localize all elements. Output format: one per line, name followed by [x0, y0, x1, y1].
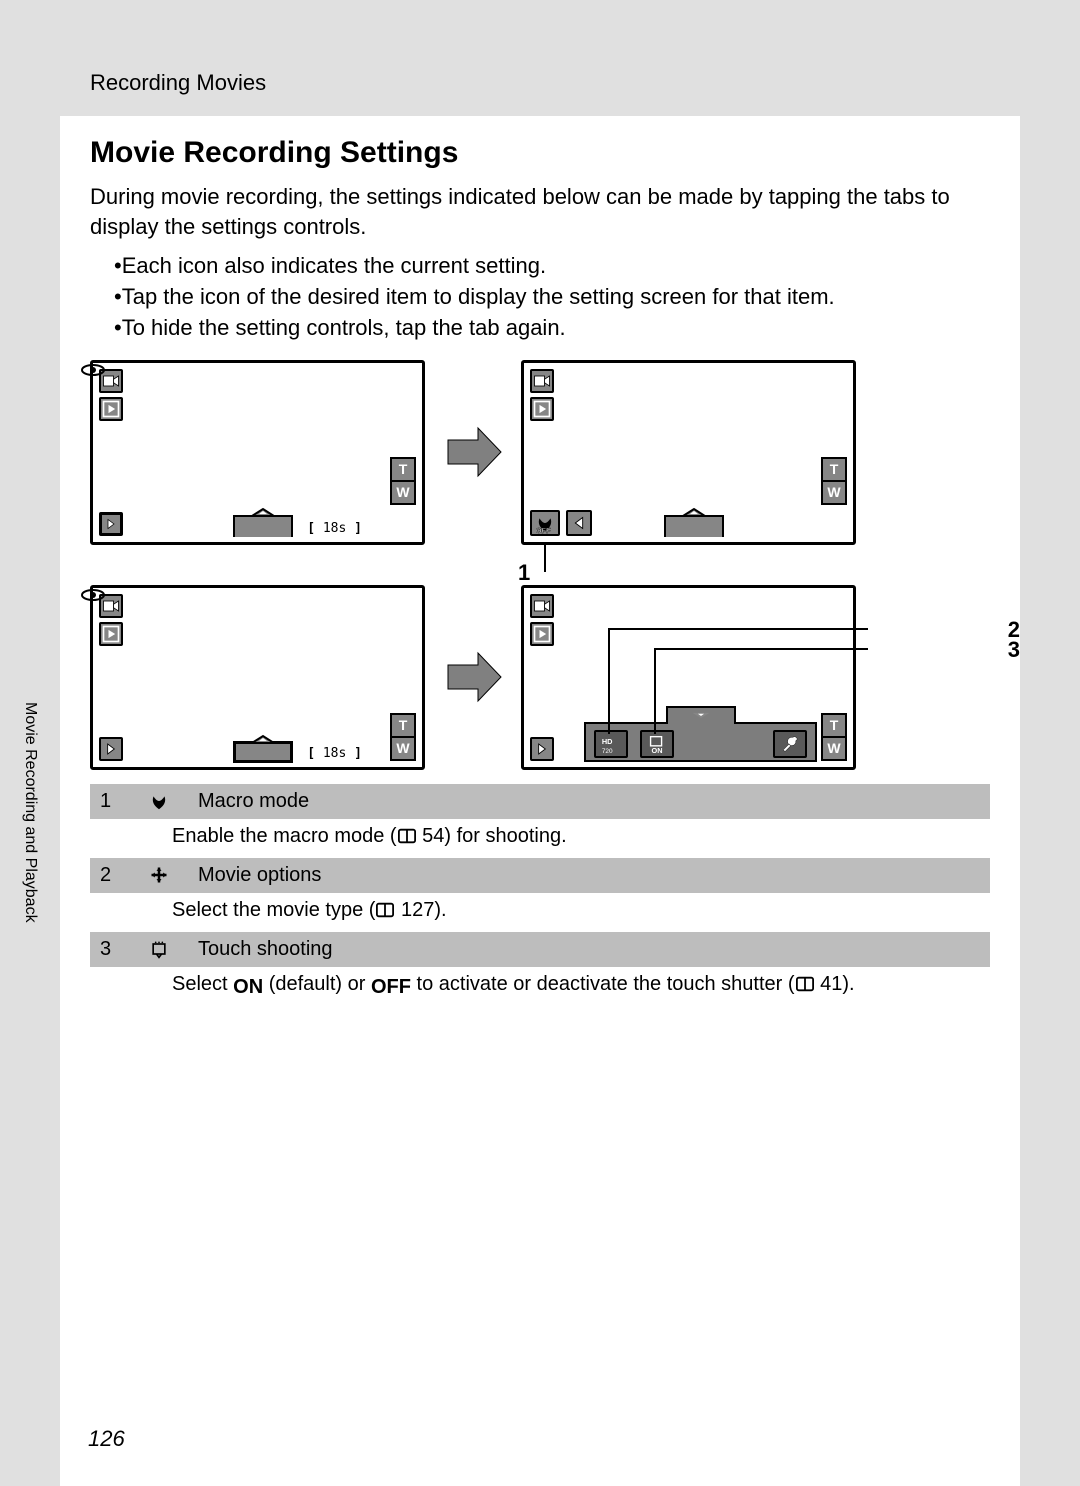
page: Recording Movies Movie Recording Setting…	[60, 0, 1020, 1486]
bottom-popup	[584, 722, 817, 762]
leader-line	[654, 648, 656, 734]
callout-1: 1	[518, 560, 530, 586]
row-desc: Select ON (default) or OFF to activate o…	[90, 967, 990, 1009]
macro-icon	[148, 790, 170, 812]
zoom-in[interactable]: T	[821, 457, 847, 482]
screen-before-1: T W [ 18s ]	[90, 360, 425, 545]
screen-after-1: T W	[521, 360, 856, 545]
settings-table: 1 Macro mode Enable the macro mode ( 54)…	[90, 784, 990, 1009]
row-num: 1	[100, 790, 120, 813]
arrow-icon	[443, 647, 503, 707]
touch-shooting-icon	[148, 938, 170, 960]
page-number: 126	[88, 1426, 125, 1452]
caret-up-icon	[681, 507, 707, 517]
left-tab-button[interactable]	[530, 737, 554, 761]
row-title: Touch shooting	[198, 938, 333, 961]
touch-shooting-button[interactable]	[640, 730, 674, 758]
leader-line	[544, 542, 546, 572]
row-desc: Select the movie type ( 127).	[90, 893, 990, 932]
playback-icon	[530, 622, 554, 646]
intro-text: During movie recording, the settings ind…	[90, 182, 990, 241]
zoom-in[interactable]: T	[390, 457, 416, 482]
playback-icon	[99, 622, 123, 646]
screen-before-2: T W [ 18s ]	[90, 585, 425, 770]
header: Recording Movies	[60, 0, 1020, 116]
leader-line	[608, 628, 868, 630]
zoom-control[interactable]: T W	[821, 457, 847, 505]
leader-line	[608, 628, 610, 734]
left-tab-button[interactable]	[99, 512, 123, 536]
book-icon	[795, 975, 815, 993]
playback-icon	[530, 397, 554, 421]
breadcrumb: Recording Movies	[90, 70, 266, 95]
zoom-control[interactable]: T W	[390, 713, 416, 761]
book-icon	[375, 901, 395, 919]
figure-row-2: T W [ 18s ] T W	[90, 585, 990, 770]
table-row-header: 2 Movie options	[90, 858, 990, 893]
rec-time: [ 18s ]	[307, 521, 362, 536]
movie-options-icon	[148, 864, 170, 886]
zoom-control[interactable]: T W	[390, 457, 416, 505]
zoom-in[interactable]: T	[821, 713, 847, 738]
row-desc: Enable the macro mode ( 54) for shooting…	[90, 819, 990, 858]
macro-mode-button[interactable]	[530, 510, 560, 536]
bullet-item: To hide the setting controls, tap the ta…	[90, 313, 990, 344]
setup-button[interactable]	[773, 730, 807, 758]
zoom-out[interactable]: W	[821, 482, 847, 505]
arrow-icon	[443, 422, 503, 482]
row-num: 3	[100, 938, 120, 961]
zoom-out[interactable]: W	[821, 738, 847, 761]
left-tab-button[interactable]	[99, 737, 123, 761]
playback-icon	[99, 397, 123, 421]
zoom-in[interactable]: T	[390, 713, 416, 738]
bullet-item: Each icon also indicates the current set…	[90, 251, 990, 282]
left-tab-close[interactable]	[566, 510, 592, 536]
row-title: Macro mode	[198, 790, 309, 813]
bottom-tab[interactable]	[233, 515, 293, 537]
bottom-tab[interactable]	[664, 515, 724, 537]
figure-row-1: T W [ 18s ] T W	[90, 360, 990, 545]
callout-3: 3	[1008, 637, 1020, 663]
side-tab: Movie Recording and Playback	[0, 672, 60, 952]
rec-time: [ 18s ]	[307, 746, 362, 761]
zoom-out[interactable]: W	[390, 738, 416, 761]
zoom-out[interactable]: W	[390, 482, 416, 505]
table-row-header: 3 Touch shooting	[90, 932, 990, 967]
movie-icon	[530, 594, 554, 618]
screen-after-2: T W	[521, 585, 856, 770]
leader-line	[654, 648, 868, 650]
movie-icon	[530, 369, 554, 393]
eye-icon	[80, 363, 106, 377]
popup-tab[interactable]	[666, 706, 736, 724]
movie-options-button[interactable]	[594, 730, 628, 758]
zoom-control[interactable]: T W	[821, 713, 847, 761]
side-tab-label: Movie Recording and Playback	[21, 702, 39, 923]
bottom-tab[interactable]	[233, 741, 293, 763]
caret-up-icon	[250, 507, 276, 517]
caret-down-icon	[691, 711, 711, 721]
caret-up-icon	[250, 734, 276, 744]
bullet-list: Each icon also indicates the current set…	[90, 251, 990, 343]
book-icon	[397, 827, 417, 845]
table-row-header: 1 Macro mode	[90, 784, 990, 819]
bullet-item: Tap the icon of the desired item to disp…	[90, 282, 990, 313]
eye-icon	[80, 588, 106, 602]
row-num: 2	[100, 864, 120, 887]
page-title: Movie Recording Settings	[90, 136, 990, 170]
content: Movie Recording Settings During movie re…	[60, 116, 1020, 1009]
row-title: Movie options	[198, 864, 321, 887]
